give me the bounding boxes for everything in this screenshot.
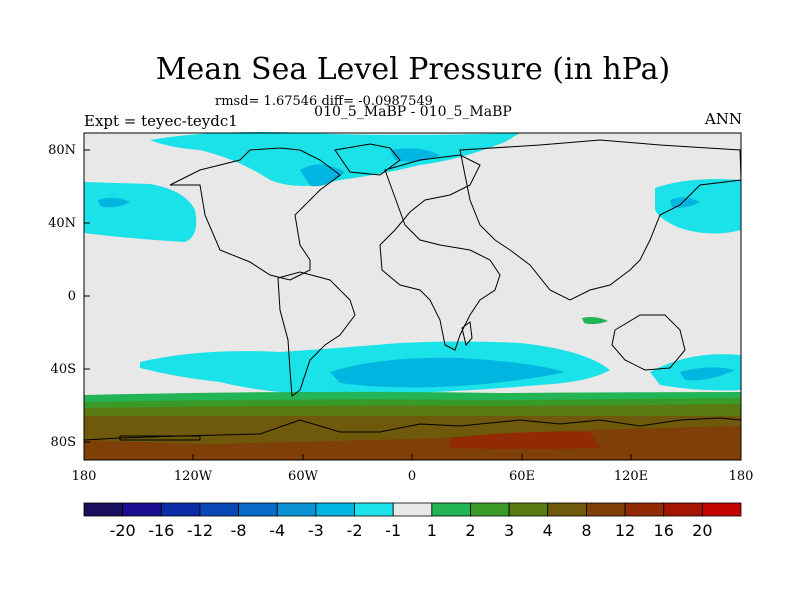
x-tick-label: 60W — [288, 469, 319, 484]
antarctic-red-patch-2 — [450, 431, 600, 449]
colorbar-swatch — [701, 502, 742, 517]
colorbar-swatch — [83, 502, 124, 517]
colorbar-label: 3 — [504, 521, 514, 540]
colorbar-label: 8 — [581, 521, 591, 540]
experiment-subtitle: 010_5_MaBP - 010_5_MaBP — [314, 104, 512, 120]
x-axis: 180 120W 60W 0 60E 120E 180 — [72, 454, 754, 484]
colorbar-label: 20 — [692, 521, 712, 540]
experiment-label: Expt = teyec-teydc1 — [84, 112, 238, 130]
arctic-cyan-patch — [150, 132, 520, 186]
colorbar-label: -8 — [231, 521, 247, 540]
colorbar-swatch — [508, 502, 549, 517]
greenland-outline — [334, 143, 401, 176]
y-axis: 80N 40N 0 40S 80S — [48, 143, 90, 450]
indian-ocean-green — [582, 317, 608, 325]
colorbar-label: 12 — [615, 521, 635, 540]
map-title: Mean Sea Level Pressure (in hPa) — [155, 52, 671, 87]
colorbar-label: 16 — [654, 521, 674, 540]
north-pacific-dark — [98, 197, 130, 208]
colorbar-swatch — [276, 502, 317, 517]
australia-outline — [611, 314, 686, 371]
y-tick-label: 40N — [48, 216, 76, 231]
colorbar-label: 1 — [427, 521, 437, 540]
x-tick-label: 0 — [408, 469, 416, 484]
colorbar-swatch — [431, 502, 471, 517]
colorbar-label: -2 — [347, 521, 363, 540]
colorbar-swatch — [624, 502, 665, 517]
y-tick-label: 0 — [68, 289, 76, 304]
colorbar-label: -3 — [308, 521, 324, 540]
north-pacific-east-cyan — [655, 179, 741, 234]
colorbar-label: 2 — [465, 521, 475, 540]
colorbar-swatch — [238, 502, 278, 517]
stats-text: rmsd= 1.67546 diff= -0.0987549 — [215, 94, 433, 109]
colorbar-label: -4 — [269, 521, 285, 540]
x-tick-label: 180 — [72, 469, 97, 484]
north-pacific-east-dark — [670, 197, 700, 208]
y-tick-label: 80S — [51, 435, 76, 450]
europe-africa-outline — [379, 154, 501, 351]
colorbar-swatch — [122, 502, 162, 517]
colorbar-swatch — [199, 502, 239, 517]
x-tick-label: 120E — [614, 469, 648, 484]
map-plot-area — [83, 132, 742, 461]
south-pacific-dark — [680, 367, 735, 381]
antarctica-inner-outline — [119, 435, 201, 441]
colorbar-swatch — [586, 502, 626, 517]
colorbar-label: -20 — [110, 521, 136, 540]
x-tick-label: 180 — [729, 469, 754, 484]
colorbar-swatch — [547, 502, 587, 517]
season-label: ANN — [704, 110, 742, 128]
y-tick-label: 80N — [48, 143, 76, 158]
north-pacific-cyan — [84, 182, 197, 242]
colorbar-label: -16 — [148, 521, 174, 540]
south-america-outline — [277, 271, 356, 397]
colorbar-label: -12 — [187, 521, 213, 540]
colorbar-label: -1 — [385, 521, 401, 540]
colorbar-swatch — [470, 502, 510, 517]
madagascar-outline — [461, 321, 473, 347]
north-america-outline — [169, 147, 341, 281]
colorbar-swatch — [392, 502, 433, 517]
x-tick-label: 120W — [174, 469, 213, 484]
colorbar-label: 4 — [543, 521, 553, 540]
colorbar-swatch — [315, 502, 355, 517]
southern-ocean-dark — [330, 357, 565, 388]
asia-outline — [459, 139, 742, 301]
arctic-dark-patch-2 — [390, 148, 440, 162]
colorbar-swatch — [160, 502, 201, 517]
y-tick-label: 40S — [51, 362, 76, 377]
coastlines — [83, 139, 742, 441]
antarctica-outline — [83, 417, 742, 441]
x-tick-label: 60E — [509, 469, 535, 484]
colorbar: -20 -16 -12 -8 -4 -3 -2 -1 1 2 3 4 8 12 16 20 — [83, 502, 742, 540]
colorbar-swatch — [663, 502, 703, 517]
colorbar-swatch — [354, 502, 394, 517]
